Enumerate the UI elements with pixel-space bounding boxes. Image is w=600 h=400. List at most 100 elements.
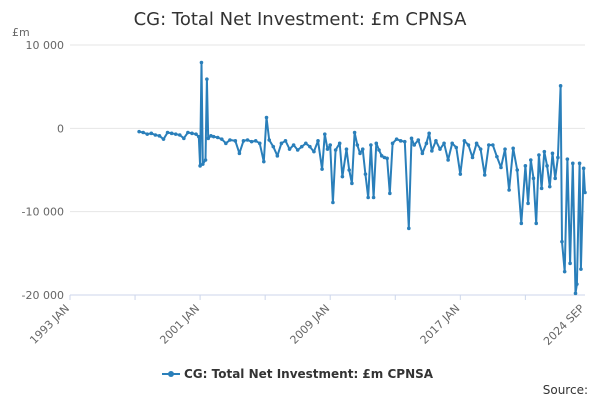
data-point[interactable] <box>454 145 459 150</box>
data-point[interactable] <box>377 148 381 152</box>
data-point[interactable] <box>249 139 254 144</box>
data-point[interactable] <box>253 139 258 143</box>
data-point[interactable] <box>388 191 392 196</box>
data-point[interactable] <box>547 184 552 189</box>
legend[interactable]: CG: Total Net Investment: £m CPNSA <box>162 367 434 381</box>
data-point[interactable] <box>267 138 272 142</box>
data-point[interactable] <box>328 143 333 147</box>
data-point[interactable] <box>157 134 162 138</box>
data-point[interactable] <box>363 172 368 176</box>
data-point[interactable] <box>224 141 228 146</box>
data-point[interactable] <box>560 239 564 244</box>
data-point[interactable] <box>161 137 166 141</box>
data-point[interactable] <box>182 136 186 141</box>
data-point[interactable] <box>416 138 421 142</box>
data-point[interactable] <box>350 181 354 186</box>
data-point[interactable] <box>149 131 154 136</box>
data-point[interactable] <box>165 130 170 135</box>
data-point[interactable] <box>347 168 351 172</box>
data-point[interactable] <box>446 158 450 162</box>
data-point[interactable] <box>507 188 511 192</box>
data-point[interactable] <box>511 146 515 151</box>
data-point[interactable] <box>177 133 182 137</box>
data-point[interactable] <box>233 139 238 143</box>
data-point[interactable] <box>442 141 446 146</box>
data-point[interactable] <box>320 167 324 171</box>
data-point[interactable] <box>458 172 463 176</box>
data-point[interactable] <box>539 186 544 191</box>
data-point[interactable] <box>526 201 530 206</box>
data-point[interactable] <box>337 141 342 146</box>
data-point[interactable] <box>402 139 407 144</box>
data-point[interactable] <box>558 84 563 88</box>
data-point[interactable] <box>173 132 178 136</box>
data-point[interactable] <box>482 173 487 177</box>
data-point[interactable] <box>568 261 572 266</box>
data-point[interactable] <box>153 133 158 137</box>
data-point[interactable] <box>228 138 232 142</box>
data-point[interactable] <box>275 154 280 158</box>
data-point[interactable] <box>237 151 242 156</box>
data-point[interactable] <box>331 200 335 205</box>
data-point[interactable] <box>262 159 266 164</box>
data-point[interactable] <box>398 139 403 143</box>
data-point[interactable] <box>531 176 536 181</box>
data-point[interactable] <box>534 221 539 226</box>
data-point[interactable] <box>333 148 338 152</box>
data-point[interactable] <box>325 147 330 151</box>
data-point[interactable] <box>503 147 507 151</box>
data-point[interactable] <box>575 282 579 286</box>
data-point[interactable] <box>340 174 345 179</box>
data-point[interactable] <box>515 168 520 172</box>
data-point[interactable] <box>211 134 216 139</box>
data-point[interactable] <box>257 141 262 146</box>
data-point[interactable] <box>141 130 145 135</box>
data-point[interactable] <box>424 141 429 146</box>
data-point[interactable] <box>486 143 491 147</box>
data-point[interactable] <box>478 147 483 151</box>
data-point[interactable] <box>186 130 190 135</box>
data-point[interactable] <box>369 143 373 147</box>
data-point[interactable] <box>438 147 442 151</box>
data-point[interactable] <box>499 165 503 170</box>
data-point[interactable] <box>412 143 417 147</box>
data-point[interactable] <box>528 158 533 162</box>
data-point[interactable] <box>573 291 578 296</box>
data-point[interactable] <box>264 115 269 120</box>
data-point[interactable] <box>537 153 541 157</box>
data-point[interactable] <box>316 139 320 143</box>
data-point[interactable] <box>198 164 202 168</box>
data-point[interactable] <box>196 134 201 139</box>
data-point[interactable] <box>409 136 414 141</box>
data-point[interactable] <box>271 144 276 149</box>
data-point[interactable] <box>394 137 399 141</box>
data-point[interactable] <box>245 138 250 142</box>
data-point[interactable] <box>577 161 582 166</box>
data-point[interactable] <box>581 166 586 171</box>
data-point[interactable] <box>304 141 308 146</box>
data-point[interactable] <box>295 148 300 152</box>
data-point[interactable] <box>427 131 431 136</box>
data-point[interactable] <box>385 156 389 161</box>
data-point[interactable] <box>169 131 174 136</box>
data-point[interactable] <box>366 195 370 200</box>
data-point[interactable] <box>450 141 454 146</box>
data-point[interactable] <box>199 60 204 65</box>
data-point[interactable] <box>352 130 357 135</box>
data-point[interactable] <box>523 164 528 168</box>
data-point[interactable] <box>430 149 434 153</box>
data-point[interactable] <box>283 139 288 143</box>
data-point[interactable] <box>287 147 292 151</box>
data-point[interactable] <box>390 141 395 146</box>
data-point[interactable] <box>519 221 524 226</box>
data-point[interactable] <box>145 132 150 136</box>
data-point[interactable] <box>358 151 362 156</box>
data-point[interactable] <box>374 141 379 146</box>
data-point[interactable] <box>194 132 198 136</box>
data-point[interactable] <box>201 162 205 166</box>
data-point[interactable] <box>308 144 312 149</box>
data-point[interactable] <box>379 154 384 158</box>
data-point[interactable] <box>205 77 209 81</box>
data-point[interactable] <box>565 157 570 161</box>
data-point[interactable] <box>466 143 471 147</box>
